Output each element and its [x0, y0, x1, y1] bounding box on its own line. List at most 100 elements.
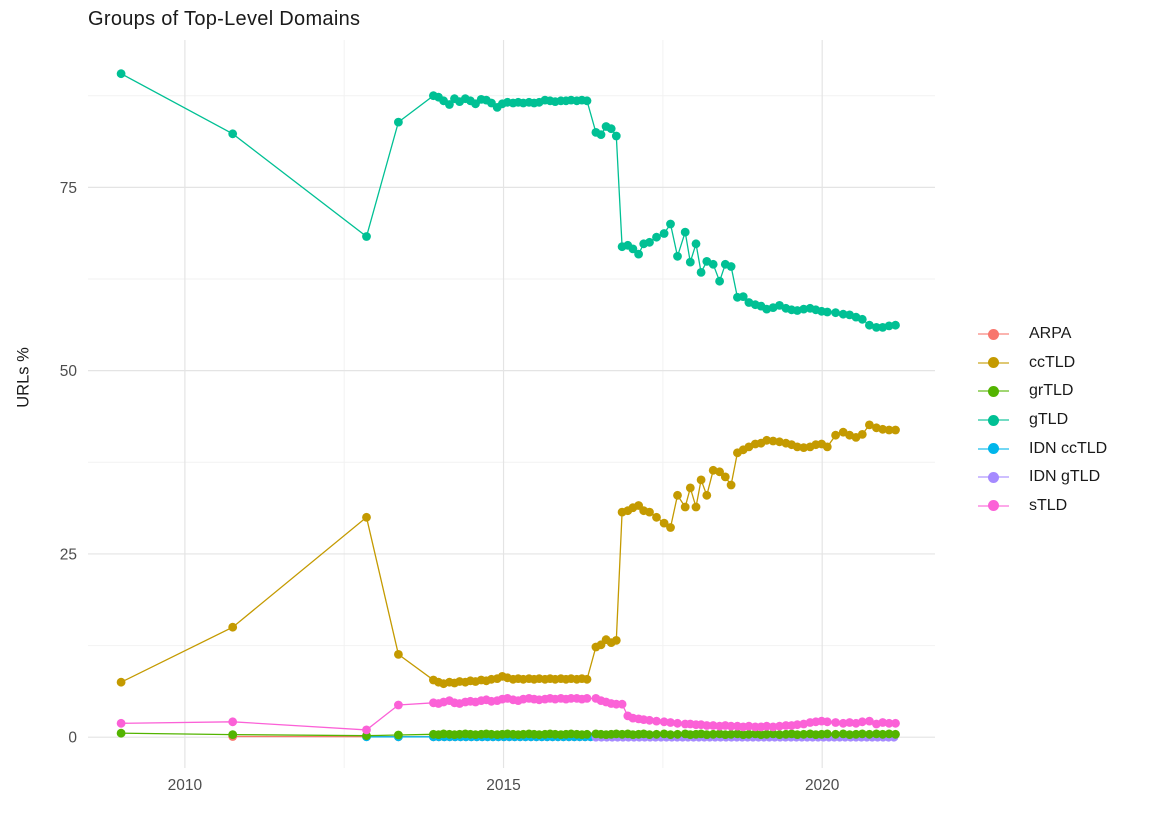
series-point-cctld	[768, 436, 778, 446]
series-point-grtld	[708, 729, 718, 739]
series-point-grtld	[645, 730, 654, 739]
series-line-gtld	[120, 73, 896, 329]
series-point-grtld	[702, 730, 712, 739]
legend-key-icon	[978, 328, 1009, 340]
series-point-stld	[884, 718, 894, 728]
series-point-grtld	[768, 729, 778, 739]
series-point-grtld	[394, 730, 403, 740]
series-point-grtld	[838, 729, 848, 739]
series-point-grtld	[857, 729, 867, 739]
y-tick-label: 50	[60, 363, 78, 380]
series-point-stld	[831, 718, 840, 727]
series-point-cctld	[831, 430, 840, 440]
series-point-stld	[838, 718, 848, 728]
series-point-gtld	[872, 323, 881, 332]
series-point-grtld	[878, 729, 888, 739]
legend-key-dot	[988, 414, 999, 426]
x-tick-label: 2015	[486, 777, 520, 794]
series-point-grtld	[666, 730, 675, 739]
series-point-gtld	[799, 304, 809, 314]
series-point-grtld	[845, 730, 854, 739]
series-point-cctld	[702, 490, 712, 500]
legend: ARPA ccTLD grTLD gTLD IDN ccTLD IDN gTLD sTLD	[978, 320, 1107, 520]
series-point-stld	[865, 716, 874, 726]
legend-label: sTLD	[1029, 496, 1068, 514]
series-point-stld	[666, 718, 675, 727]
series-point-grtld	[775, 730, 784, 739]
series-point-cctld	[726, 480, 736, 490]
legend-key-dot	[988, 357, 999, 369]
series-point-stld	[228, 717, 238, 727]
series-point-cctld	[792, 442, 802, 452]
series-point-stld	[708, 721, 718, 730]
series-point-stld	[762, 721, 772, 731]
series-point-cctld	[685, 483, 695, 493]
series-point-gtld	[831, 308, 840, 318]
series-point-gtld	[891, 320, 900, 330]
series-point-gtld	[680, 227, 690, 237]
series-point-grtld	[762, 729, 772, 739]
legend-item-grtld: grTLD	[978, 377, 1107, 406]
series-point-gtld	[838, 309, 848, 319]
legend-key-icon	[978, 500, 1009, 512]
legend-item-idn-cctld: IDN ccTLD	[978, 434, 1107, 463]
series-point-stld	[652, 716, 661, 726]
series-point-gtld	[884, 321, 894, 331]
series-point-stld	[726, 721, 736, 731]
series-point-gtld	[445, 100, 454, 109]
y-tick-label: 25	[60, 546, 77, 563]
series-point-gtld	[645, 237, 654, 247]
series-point-grtld	[872, 729, 881, 739]
series-point-cctld	[228, 622, 238, 632]
legend-label: ccTLD	[1029, 353, 1076, 371]
series-point-cctld	[891, 425, 900, 435]
legend-key-dot	[988, 385, 999, 397]
series-point-cctld	[673, 490, 682, 500]
series-point-stld	[702, 721, 712, 730]
series-point-stld	[857, 717, 867, 727]
series-point-cctld	[116, 677, 126, 687]
series-point-gtld	[362, 232, 371, 241]
series-point-stld	[582, 694, 592, 703]
series-point-gtld	[726, 262, 736, 271]
legend-key-icon	[978, 471, 1009, 483]
series-point-gtld	[634, 249, 643, 259]
series-point-cctld	[652, 512, 661, 522]
series-point-stld	[891, 718, 900, 728]
legend-item-idn-gtld: IDN gTLD	[978, 463, 1107, 492]
series-point-gtld	[696, 268, 706, 277]
y-tick-label: 75	[60, 180, 77, 197]
x-tick-label: 2020	[805, 777, 840, 794]
series-point-stld	[645, 715, 654, 725]
series-point-stld	[768, 722, 778, 732]
series-point-stld	[673, 718, 682, 728]
series-point-gtld	[857, 314, 867, 324]
series-point-gtld	[582, 96, 592, 106]
series-point-cctld	[715, 467, 724, 477]
legend-label: IDN gTLD	[1029, 468, 1101, 486]
series-point-cctld	[878, 424, 888, 434]
legend-key-dot	[988, 443, 999, 455]
series-point-grtld	[582, 729, 592, 739]
series-point-stld	[878, 718, 888, 727]
series-point-gtld	[666, 219, 675, 229]
series-point-gtld	[596, 130, 606, 140]
series-point-cctld	[720, 472, 730, 482]
series-point-stld	[116, 718, 126, 728]
legend-item-arpa: ARPA	[978, 320, 1107, 349]
series-point-cctld	[884, 425, 894, 435]
series-point-grtld	[726, 729, 736, 739]
series-point-grtld	[659, 729, 669, 739]
legend-label: grTLD	[1029, 382, 1074, 400]
legend-label: gTLD	[1029, 411, 1069, 429]
series-point-gtld	[685, 257, 695, 267]
series-point-grtld	[228, 730, 238, 739]
series-point-stld	[744, 721, 754, 731]
chart-title: Groups of Top-Level Domains	[88, 8, 361, 30]
series-point-gtld	[691, 239, 701, 249]
series-point-cctld	[696, 475, 706, 485]
legend-key-icon	[978, 357, 1009, 369]
series-point-stld	[362, 725, 371, 735]
series-point-grtld	[831, 729, 840, 739]
